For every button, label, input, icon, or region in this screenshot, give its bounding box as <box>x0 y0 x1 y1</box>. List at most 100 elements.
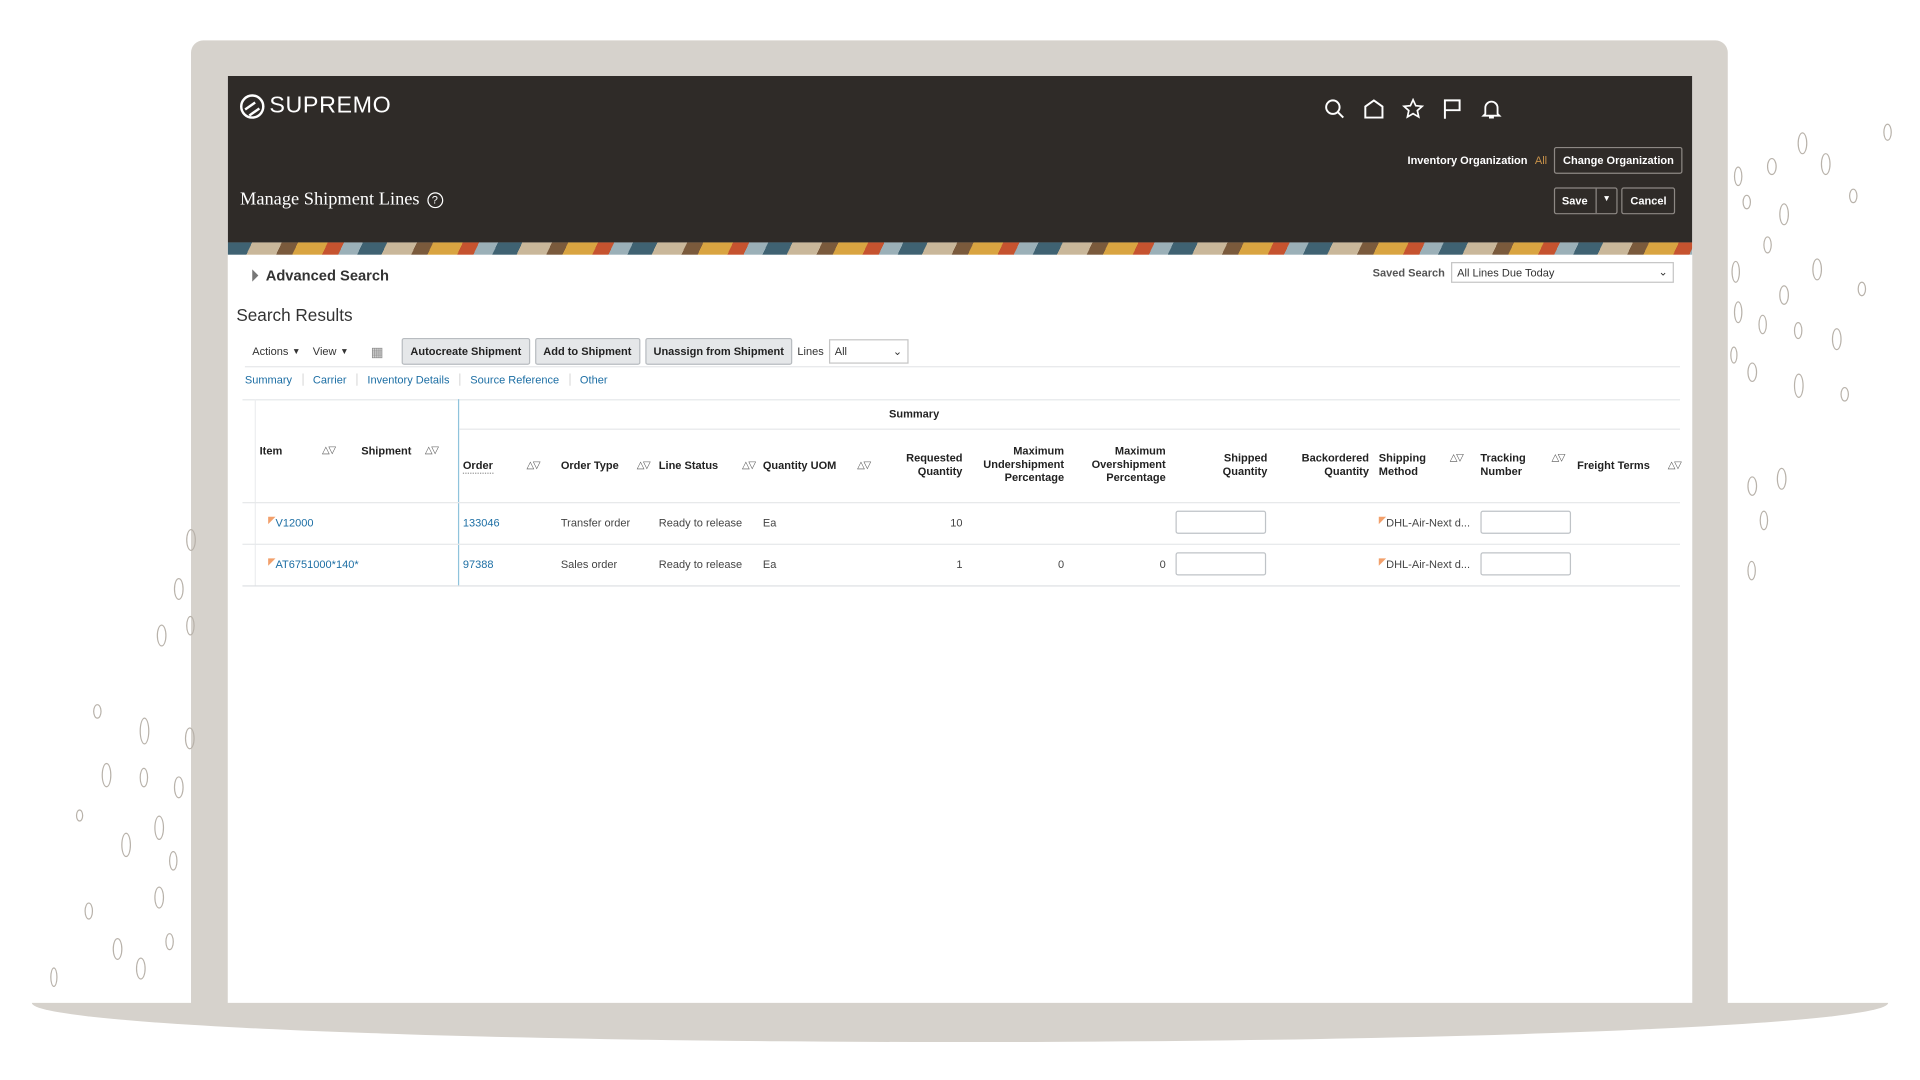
shipped-quantity-input[interactable] <box>1175 510 1267 534</box>
decorative-oval <box>1742 194 1752 210</box>
brand-name: SUPREMO <box>269 93 392 119</box>
caret-down-icon: ▼ <box>340 347 349 356</box>
column-header-shipping-method[interactable]: Shipping Method <box>1379 452 1426 479</box>
star-icon[interactable] <box>1401 97 1425 120</box>
decorative-oval <box>1731 260 1741 283</box>
sort-icon[interactable]: △▽ <box>1449 451 1464 463</box>
header-line: Quantity <box>917 465 963 478</box>
column-header-order-type[interactable]: Order Type <box>560 459 619 472</box>
item-link[interactable]: V12000 <box>268 516 314 529</box>
decorative-oval <box>121 832 132 858</box>
lines-value: All <box>834 345 848 358</box>
column-header-requested-quantity[interactable]: Requested Quantity <box>864 452 962 479</box>
column-header-tracking-number[interactable]: Tracking Number <box>1480 452 1525 479</box>
order-link[interactable]: 97388 <box>462 558 494 571</box>
decorative-oval <box>186 615 195 636</box>
order-type-cell: Sales order <box>560 558 618 571</box>
decorative-oval <box>1733 301 1743 324</box>
decorative-oval <box>168 851 178 871</box>
advanced-search-toggle[interactable]: Advanced Search <box>252 267 389 284</box>
decorative-oval <box>1733 166 1743 187</box>
home-icon[interactable] <box>1363 98 1385 120</box>
autocreate-shipment-button[interactable]: Autocreate Shipment <box>401 337 530 365</box>
flag-icon <box>268 558 276 566</box>
tracking-number-input[interactable] <box>1480 552 1572 576</box>
shipping-method-cell: DHL-Air-Next d... <box>1378 558 1470 571</box>
decorative-oval <box>1776 467 1787 490</box>
sort-icon[interactable]: △▽ <box>1551 451 1565 463</box>
sort-icon[interactable]: △▽ <box>636 459 651 471</box>
header-line: Shipping <box>1378 451 1426 465</box>
item-link[interactable]: AT6751000*140* <box>268 558 359 571</box>
column-header-shipped-quantity[interactable]: Shipped Quantity <box>1169 452 1268 479</box>
lines-label: Lines <box>797 345 824 358</box>
column-header-max-undershipment[interactable]: Maximum Undershipment Percentage <box>954 444 1064 484</box>
sort-icon[interactable]: △▽ <box>526 459 541 471</box>
tracking-number-input[interactable] <box>1480 510 1572 534</box>
decorative-oval <box>173 776 184 799</box>
decorative-oval <box>139 767 149 788</box>
advanced-search-label: Advanced Search <box>265 266 390 285</box>
decorative-oval <box>50 967 58 987</box>
requested-quantity-cell: 1 <box>956 558 963 571</box>
view-menu[interactable]: View ▼ <box>309 345 352 357</box>
decorative-oval <box>1759 510 1769 531</box>
search-icon[interactable] <box>1324 98 1346 120</box>
max-undershipment-cell: 0 <box>1057 558 1065 571</box>
logo[interactable]: SUPREMO <box>240 93 391 120</box>
lines-select[interactable]: All ⌄ <box>828 339 909 364</box>
saved-search-label: Saved Search <box>1372 266 1445 279</box>
column-header-shipment[interactable]: Shipment <box>361 444 412 457</box>
tab-inventory-details[interactable]: Inventory Details <box>356 373 459 386</box>
tab-source-reference[interactable]: Source Reference <box>459 373 569 386</box>
unassign-from-shipment-button[interactable]: Unassign from Shipment <box>644 337 793 365</box>
help-icon[interactable]: ? <box>426 192 443 209</box>
tab-carrier[interactable]: Carrier <box>301 373 357 386</box>
decorative-oval <box>1812 258 1823 281</box>
column-header-max-overshipment[interactable]: Maximum Overshipment Percentage <box>1056 444 1166 484</box>
sort-icon[interactable]: △▽ <box>424 444 439 456</box>
sort-icon[interactable]: △▽ <box>322 444 336 456</box>
actions-menu[interactable]: Actions ▼ <box>249 345 305 357</box>
header-line: Number <box>1480 465 1523 478</box>
save-menu-chevron-icon[interactable]: ▼ <box>1594 188 1617 214</box>
decorative-oval <box>184 727 195 750</box>
flag-icon[interactable] <box>1441 98 1463 120</box>
bell-icon[interactable] <box>1480 98 1502 120</box>
decorative-oval <box>1747 476 1758 496</box>
column-header-item[interactable]: Item <box>259 444 283 457</box>
decorative-oval <box>1763 236 1772 254</box>
tab-other[interactable]: Other <box>568 373 617 386</box>
sort-icon[interactable]: △▽ <box>857 459 871 471</box>
sort-icon[interactable]: △▽ <box>1667 459 1682 471</box>
add-to-shipment-button[interactable]: Add to Shipment <box>534 337 641 365</box>
tab-summary[interactable]: Summary <box>244 373 293 386</box>
save-button[interactable]: Save <box>1561 194 1588 207</box>
shipped-quantity-input[interactable] <box>1175 552 1267 576</box>
decorative-banner <box>227 242 1693 255</box>
cancel-button[interactable]: Cancel <box>1621 187 1676 215</box>
chevron-down-icon: ⌄ <box>1658 265 1668 278</box>
order-link[interactable]: 133046 <box>462 516 500 529</box>
uom-cell: Ea <box>762 516 777 529</box>
app-screen: SUPREMO Inventory Organization All Chang… <box>227 75 1693 1003</box>
requested-quantity-cell: 10 <box>950 516 963 529</box>
actions-label: Actions <box>252 345 289 358</box>
column-header-quantity-uom[interactable]: Quantity UOM <box>762 459 837 472</box>
column-header-order[interactable]: Order <box>462 459 493 474</box>
decorative-oval <box>101 762 112 788</box>
order-type-cell: Transfer order <box>560 516 631 529</box>
decorative-oval <box>1779 285 1789 305</box>
decorative-oval <box>1758 314 1767 335</box>
freeze-columns-icon[interactable]: ▦ <box>370 344 384 360</box>
header-line: Percentage <box>1004 471 1065 484</box>
column-header-backordered-quantity[interactable]: Backordered Quantity <box>1271 452 1369 479</box>
saved-search-select[interactable]: All Lines Due Today ⌄ <box>1451 262 1674 283</box>
sort-icon[interactable]: △▽ <box>742 459 756 471</box>
column-header-freight-terms[interactable]: Freight Terms <box>1577 459 1650 472</box>
header-line: Quantity <box>1324 465 1369 478</box>
column-header-line-status[interactable]: Line Status <box>658 459 719 472</box>
item-value: V12000 <box>275 516 314 529</box>
decorative-oval <box>112 937 123 961</box>
change-organization-button[interactable]: Change Organization <box>1554 146 1683 174</box>
